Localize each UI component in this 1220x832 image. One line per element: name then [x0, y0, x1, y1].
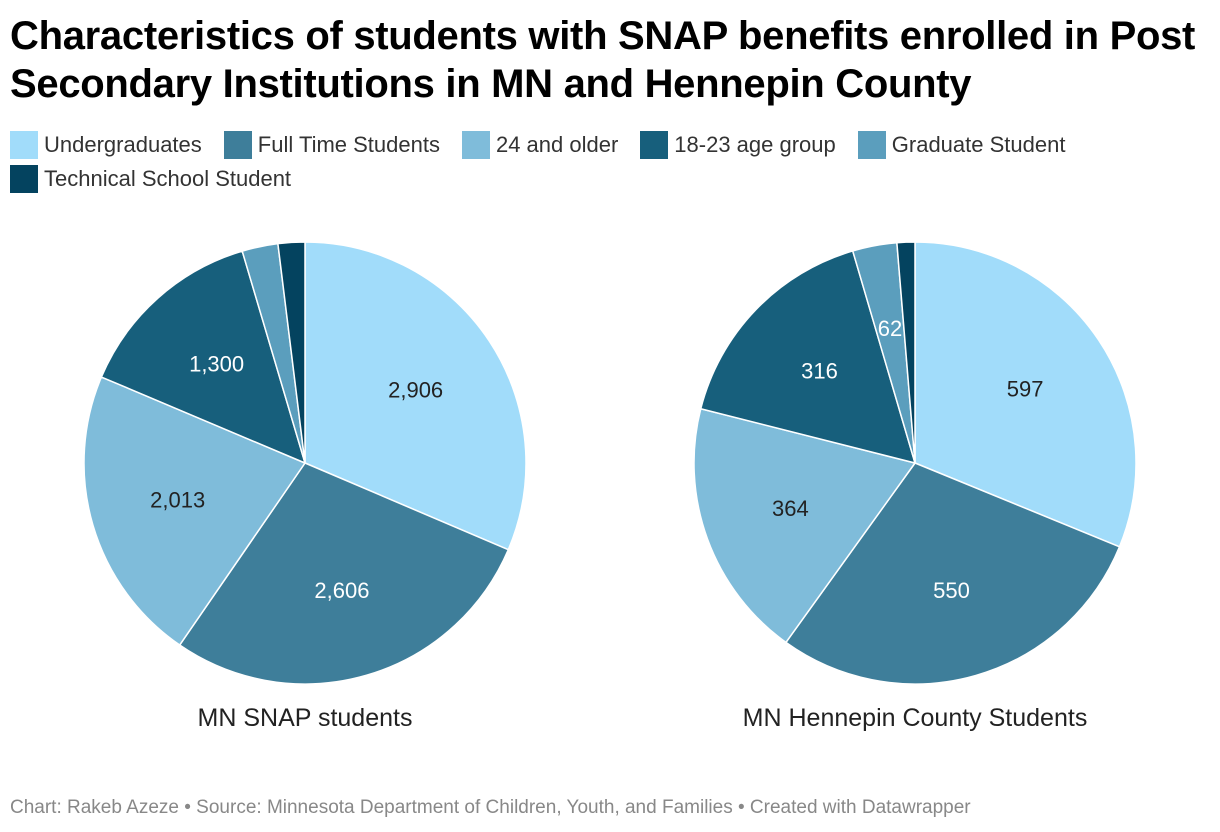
pie-slice-technical-school-student	[896, 241, 916, 464]
pie-slice-24-and-older	[83, 376, 306, 646]
legend-label: Graduate Student	[891, 132, 1066, 157]
legend-swatch	[223, 131, 252, 159]
legend-label: 24 and older	[495, 132, 619, 157]
pie-slice-technical-school-student	[277, 241, 306, 464]
slice-value-label: 364	[772, 496, 809, 521]
legend-swatch	[857, 131, 886, 159]
pie-slice-18-23-age-group	[100, 250, 306, 464]
pie-slice-full-time-students	[178, 462, 510, 685]
pie-slice-24-and-older	[693, 408, 916, 644]
legend-item-full-time-students: Full Time Students	[223, 131, 440, 159]
slice-value-label: 2,606	[314, 578, 369, 603]
legend-item-graduate-student: Graduate Student	[857, 131, 1066, 159]
legend-swatch	[10, 165, 38, 193]
legend-item-24-and-older: 24 and older	[461, 131, 619, 159]
slice-value-label: 1,300	[189, 352, 244, 377]
slice-value-label: 62	[878, 316, 902, 341]
pie-mn-snap-students: 2,906 2,606 2,013 1,300	[83, 241, 527, 685]
legend-label: Technical School Student	[44, 166, 292, 191]
slice-value-label: 550	[933, 578, 970, 603]
legend-label: 18-23 age group	[674, 132, 836, 157]
footer-credits: Chart: Rakeb Azeze • Source: Minnesota D…	[10, 797, 971, 818]
pie-mn-hennepin-county-students: 597 550 364 316 62	[693, 241, 1137, 685]
slice-value-label: 597	[1007, 377, 1044, 402]
pie-slice-18-23-age-group	[700, 250, 916, 464]
legend-item-18-23-age-group: 18-23 age group	[640, 131, 836, 159]
legend-item-undergraduates: Undergraduates	[10, 131, 202, 159]
slice-value-label: 316	[801, 359, 838, 384]
pie-title-mn-snap: MN SNAP students	[197, 704, 413, 732]
legend-swatch	[461, 131, 490, 159]
pie-slice-undergraduates	[914, 241, 1137, 548]
slice-value-label: 2,906	[388, 377, 443, 402]
legend-item-technical-school-student: Technical School Student	[10, 165, 291, 193]
chart-title: Characteristics of students with SNAP be…	[10, 14, 1196, 106]
legend: Undergraduates Full Time Students 24 and…	[10, 131, 1210, 193]
pie-title-hennepin: MN Hennepin County Students	[742, 704, 1088, 732]
pie-slice-full-time-students	[785, 462, 1121, 685]
legend-swatch	[10, 131, 38, 159]
legend-label: Undergraduates	[44, 132, 202, 157]
legend-swatch	[640, 131, 669, 159]
legend-label: Full Time Students	[257, 132, 440, 157]
pie-slice-undergraduates	[304, 241, 527, 551]
slice-value-label: 2,013	[150, 488, 205, 513]
